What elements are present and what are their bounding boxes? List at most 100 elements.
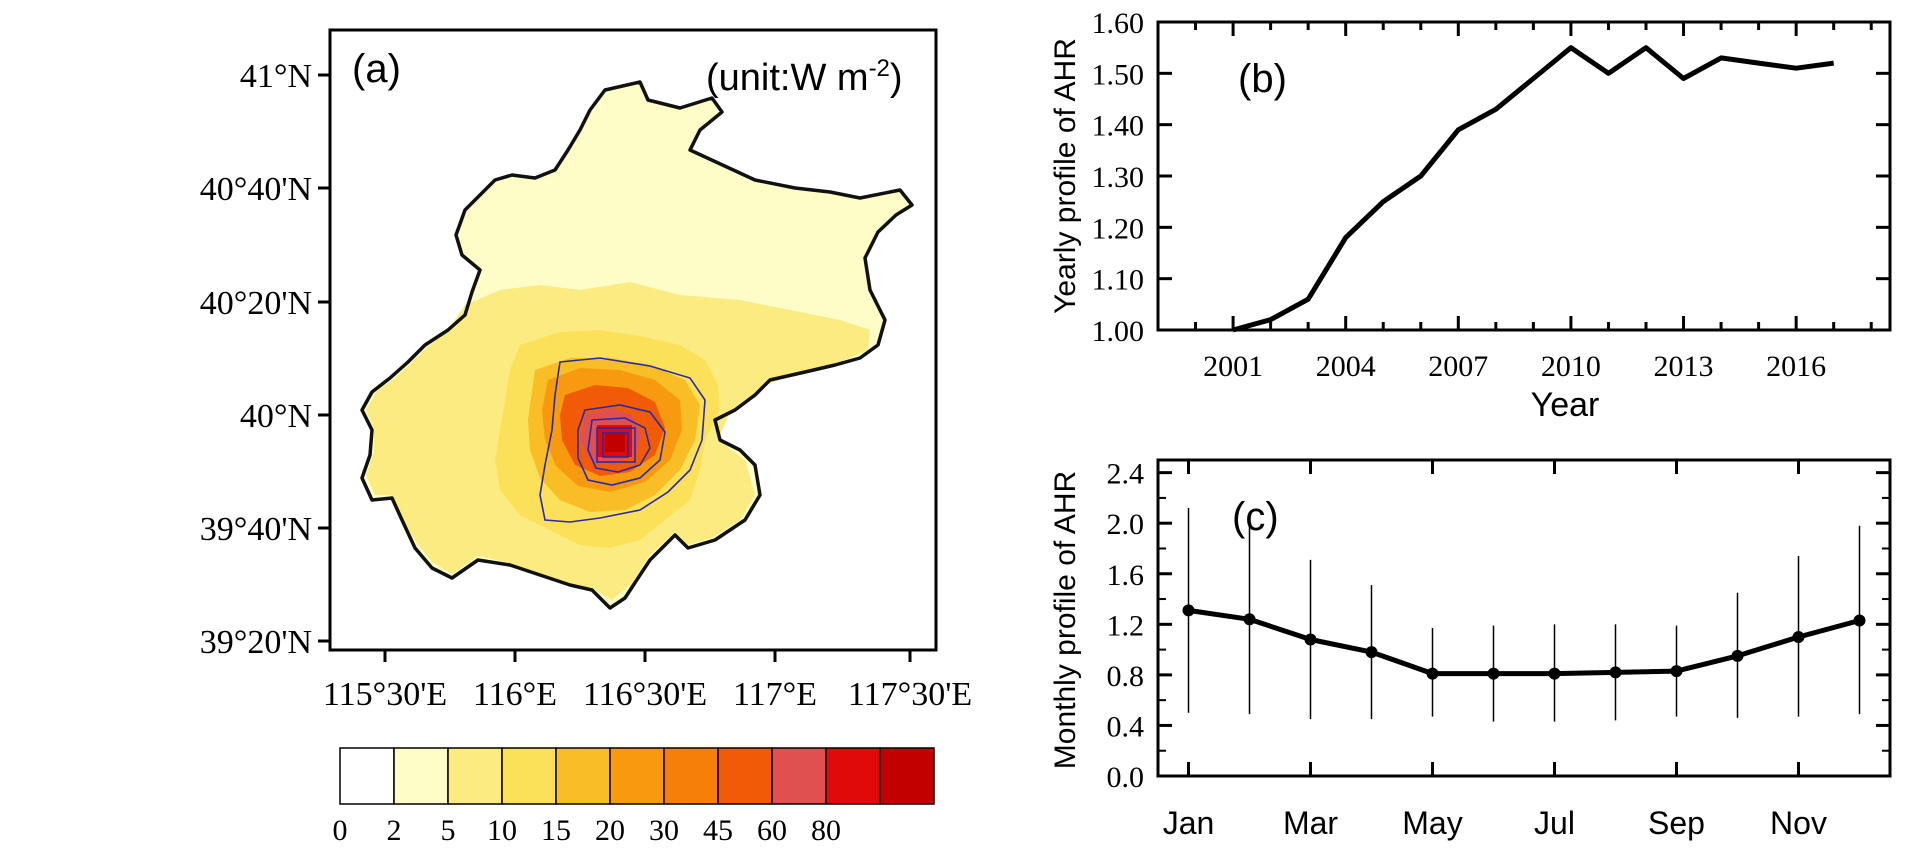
unit-suffix: ) (890, 57, 903, 99)
c-ytick-label: 0.4 (1107, 710, 1145, 743)
c-point (1487, 667, 1500, 680)
panel-b-yearly-chart: 1.00 1.10 1.20 1.30 1.40 1.50 1.60 2001 2004 2007… (1049, 7, 1892, 424)
b-xtick-label: 2001 (1203, 350, 1263, 383)
b-ytick-label: 1.00 (1092, 315, 1145, 348)
lat-tick-label: 40°40'N (200, 171, 312, 208)
colorbar-swatch (879, 747, 935, 805)
b-xtick-label: 2013 (1654, 350, 1714, 383)
panel-a-label: (a) (352, 47, 401, 91)
lat-tick-label: 41°N (240, 58, 312, 95)
contour-2 (577, 404, 666, 486)
c-ytick-label: 1.6 (1107, 559, 1145, 592)
map-frame (328, 28, 938, 652)
c-point (1609, 666, 1622, 679)
colorbar-label: 60 (757, 814, 787, 847)
unit-prefix: (unit:W m (706, 57, 869, 99)
unit-exponent: -2 (869, 55, 890, 82)
colorbar-label: 80 (811, 814, 841, 847)
b-ytick-label: 1.40 (1092, 110, 1145, 143)
panel-b-ylabel: Yearly profile of AHR (1049, 38, 1082, 314)
contour-1 (539, 357, 706, 523)
colorbar-swatch (663, 747, 719, 805)
c-point (1853, 614, 1866, 627)
c-xtick-label: Nov (1770, 805, 1827, 841)
lon-tick-label: 117°E (733, 676, 817, 713)
panel-c-axes: 0.0 0.4 0.8 1.2 1.6 2.0 2.4 Jan Mar May Jul Sep Nov (1107, 458, 1890, 841)
panel-c-label: (c) (1232, 495, 1279, 539)
panel-c-frame (1156, 458, 1892, 778)
colorbar-label: 10 (487, 814, 517, 847)
colorbar-swatch (501, 747, 557, 805)
b-xtick-label: 2004 (1316, 350, 1376, 383)
beijing-boundary (360, 80, 914, 610)
contours (539, 357, 706, 523)
c-point (1304, 633, 1317, 646)
b-xtick-label: 2016 (1766, 350, 1826, 383)
c-ytick-label: 2.4 (1107, 458, 1145, 491)
b-ytick-label: 1.20 (1092, 212, 1145, 245)
colorbar-swatch (771, 747, 827, 805)
c-ytick-label: 1.2 (1107, 609, 1145, 642)
colorbar-swatch (717, 747, 773, 805)
map-lat-ticks: 41°N 40°40'N 40°20'N 40°N 39°40'N 39°20'N (200, 58, 330, 661)
panel-b-xlabel: Year (1531, 386, 1600, 424)
c-point (1243, 613, 1256, 626)
c-xtick-label: Sep (1648, 805, 1705, 841)
b-ytick-label: 1.10 (1092, 264, 1145, 297)
panel-c-ylabel: Monthly profile of AHR (1049, 471, 1082, 769)
contour-4 (596, 427, 636, 463)
panel-b-series-line (1232, 45, 1835, 333)
colorbar: 0 2 5 10 15 20 30 45 60 80 (333, 747, 935, 847)
contour-5 (602, 432, 629, 458)
c-point (1426, 667, 1439, 680)
b-ytick-label: 1.60 (1092, 7, 1145, 40)
c-point (1365, 646, 1378, 659)
panel-a-map: 41°N 40°40'N 40°20'N 40°N 39°40'N 39°20'N 115… (200, 28, 972, 713)
panel-c-points (1182, 604, 1866, 680)
lon-tick-label: 116°30'E (583, 676, 707, 713)
panel-b-axes: 1.00 1.10 1.20 1.30 1.40 1.50 1.60 2001 2004 2007… (1092, 7, 1890, 383)
colorbar-label: 0 (333, 814, 348, 847)
c-ytick-label: 0.0 (1107, 761, 1145, 794)
colorbar-swatch (555, 747, 611, 805)
c-ytick-label: 0.8 (1107, 660, 1145, 693)
colorbar-label: 30 (649, 814, 679, 847)
c-point (1731, 649, 1744, 662)
c-point (1548, 667, 1561, 680)
colorbar-swatch (393, 747, 449, 805)
colorbar-label: 15 (541, 814, 571, 847)
panel-c-error-bars (1187, 508, 1861, 722)
colorbar-swatch (447, 747, 503, 805)
c-ytick-label: 2.0 (1107, 508, 1145, 541)
lat-tick-label: 40°N (240, 398, 312, 435)
b-ytick-label: 1.50 (1092, 58, 1145, 91)
c-xtick-label: May (1402, 805, 1462, 841)
lat-tick-label: 39°20'N (200, 624, 312, 661)
colorbar-swatch (609, 747, 665, 805)
b-xtick-label: 2007 (1428, 350, 1488, 383)
colorbar-swatch (339, 747, 395, 805)
map-lon-ticks: 115°30'E 116°E 116°30'E 117°E 117°30'E (323, 650, 972, 713)
lon-tick-label: 116°E (473, 676, 557, 713)
colorbar-label: 20 (595, 814, 625, 847)
colorbar-swatch (825, 747, 881, 805)
b-xtick-label: 2010 (1541, 350, 1601, 383)
b-ytick-label: 1.30 (1092, 161, 1145, 194)
lon-tick-label: 117°30'E (848, 676, 972, 713)
c-xtick-label: Jan (1163, 805, 1215, 841)
lon-tick-label: 115°30'E (323, 676, 447, 713)
c-point (1670, 665, 1683, 678)
c-point (1792, 630, 1805, 643)
panel-c-series-line (1188, 607, 1861, 677)
unit-label: (unit:W m-2) (706, 55, 903, 99)
c-point (1182, 604, 1195, 617)
lat-tick-label: 40°20'N (200, 285, 312, 322)
contour-3 (587, 417, 651, 473)
c-xtick-label: Mar (1283, 805, 1338, 841)
colorbar-label: 5 (441, 814, 456, 847)
c-xtick-label: Jul (1534, 805, 1575, 841)
panel-b-label: (b) (1238, 57, 1287, 101)
colorbar-label: 45 (703, 814, 733, 847)
